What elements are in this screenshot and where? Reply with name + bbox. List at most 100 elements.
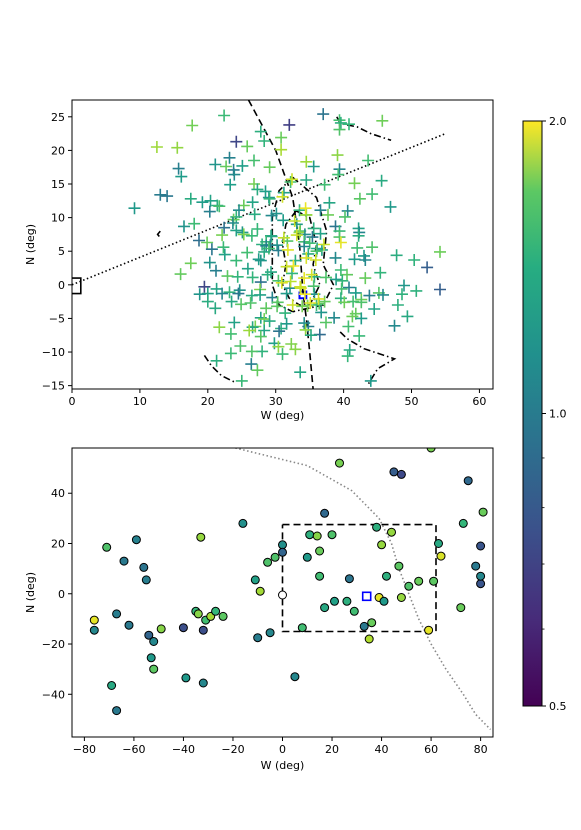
bottom-circle-point [342,596,352,606]
top-plus-point [272,340,285,353]
top-plus-point [355,296,368,309]
top-plus-point [396,288,408,301]
top-plus-point [307,160,320,173]
bottom-circle-point [297,623,307,633]
top-plus-point [193,288,206,301]
top-plus-point [390,249,403,262]
top-plus-point [315,306,328,319]
top-x-tick-label: 0 [69,395,76,408]
top-plus-point [314,204,327,217]
bottom-circle-point [124,620,134,630]
top-plus-point [277,231,290,244]
top-y-axis-label: N (deg) [24,224,37,265]
bottom-x-tick-label: 40 [375,743,389,756]
top-plus-point [296,300,309,313]
top-plus-point [251,183,264,196]
top-plus-point [225,295,238,308]
top-plus-point [201,236,214,249]
top-plus-point [275,322,288,335]
top-plus-point [320,271,332,284]
top-plus-point [231,270,244,283]
bottom-circle-point [89,615,99,625]
top-plus-point [286,299,299,311]
top-y-tick-label: 10 [51,212,65,225]
top-plus-point [318,178,331,191]
top-plus-point [230,135,243,148]
top-plus-point [334,264,347,276]
top-plus-point [172,162,185,175]
bottom-circle-point [265,628,275,638]
top-plus-point [241,246,254,259]
bottom-circle-point [426,448,436,453]
top-x-tick-label: 60 [472,395,486,408]
top-plus-point [343,344,356,356]
bottom-circle-point [181,673,191,683]
top-plus-point [251,223,264,235]
bottom-circle-point [379,596,389,606]
top-y-tick-label: 20 [51,144,65,157]
top-square-marker [298,290,308,300]
colorbar: 0.5 1.0 2.0 [522,115,567,713]
bottom-circle-point [349,606,359,616]
bottom-x-tick-label: −20 [221,743,244,756]
bottom-circle-point [290,672,300,682]
bottom-circle-point [149,664,159,674]
top-plus-point [178,220,190,233]
bottom-x-tick-label: 80 [474,743,488,756]
top-plus-point [216,229,229,242]
top-plus-point [338,296,351,309]
bottom-highlight-box [361,591,372,602]
bottom-circle-point [238,518,248,528]
top-plus-point [204,194,217,207]
top-plus-point [254,125,267,138]
top-y-tick-label: −5 [49,312,65,325]
bottom-circle-point [327,530,337,540]
top-y-tick-label: −15 [42,380,65,393]
bottom-circle-point [315,571,325,581]
top-left-box [72,277,82,295]
top-plus-point [398,279,410,292]
top-plus-point [293,204,306,217]
top-plus-point [226,217,239,229]
top-plus-point [218,221,231,234]
bottom-circle-point [456,603,466,613]
top-plus-point [298,272,311,285]
top-plus-point [315,243,328,256]
top-plus-point [351,241,364,254]
top-plus-point [224,327,237,340]
colorbar-gradient [522,120,543,707]
top-plus-point [279,307,292,320]
top-plus-point [228,316,241,329]
bottom-dotted-curve [235,448,492,731]
top-plus-point [355,312,368,325]
bottom-circle-point [178,623,188,633]
top-plus-point [421,261,434,274]
top-y-tick-label: 15 [51,178,65,191]
top-plus-point [305,268,318,281]
bottom-circle-point [102,542,112,552]
top-plus-point [384,200,397,213]
top-plus-point [275,143,288,156]
top-bottom-left-contour [203,354,236,384]
bottom-y-axis-label: N (deg) [24,572,37,613]
colorbar-tick-label: 0.5 [549,700,567,713]
top-plus-point [265,230,278,243]
bottom-x-tick-label: −40 [172,743,195,756]
top-plus-point [434,283,446,296]
top-plus-point [248,154,260,167]
top-plus-point [237,228,250,241]
top-plus-point [276,190,289,203]
top-plus-point [246,271,259,284]
bottom-circle-point [112,609,122,619]
top-plus-point [275,276,288,289]
top-plus-point [196,196,209,209]
top-plus-point [286,173,298,186]
top-plus-point [317,108,330,121]
top-plus-point [203,205,216,218]
bottom-circle-point [278,547,287,557]
top-plus-point [353,192,366,205]
top-plus-point [307,222,320,235]
top-plus-point [375,174,388,187]
top-plus-point [362,154,375,167]
